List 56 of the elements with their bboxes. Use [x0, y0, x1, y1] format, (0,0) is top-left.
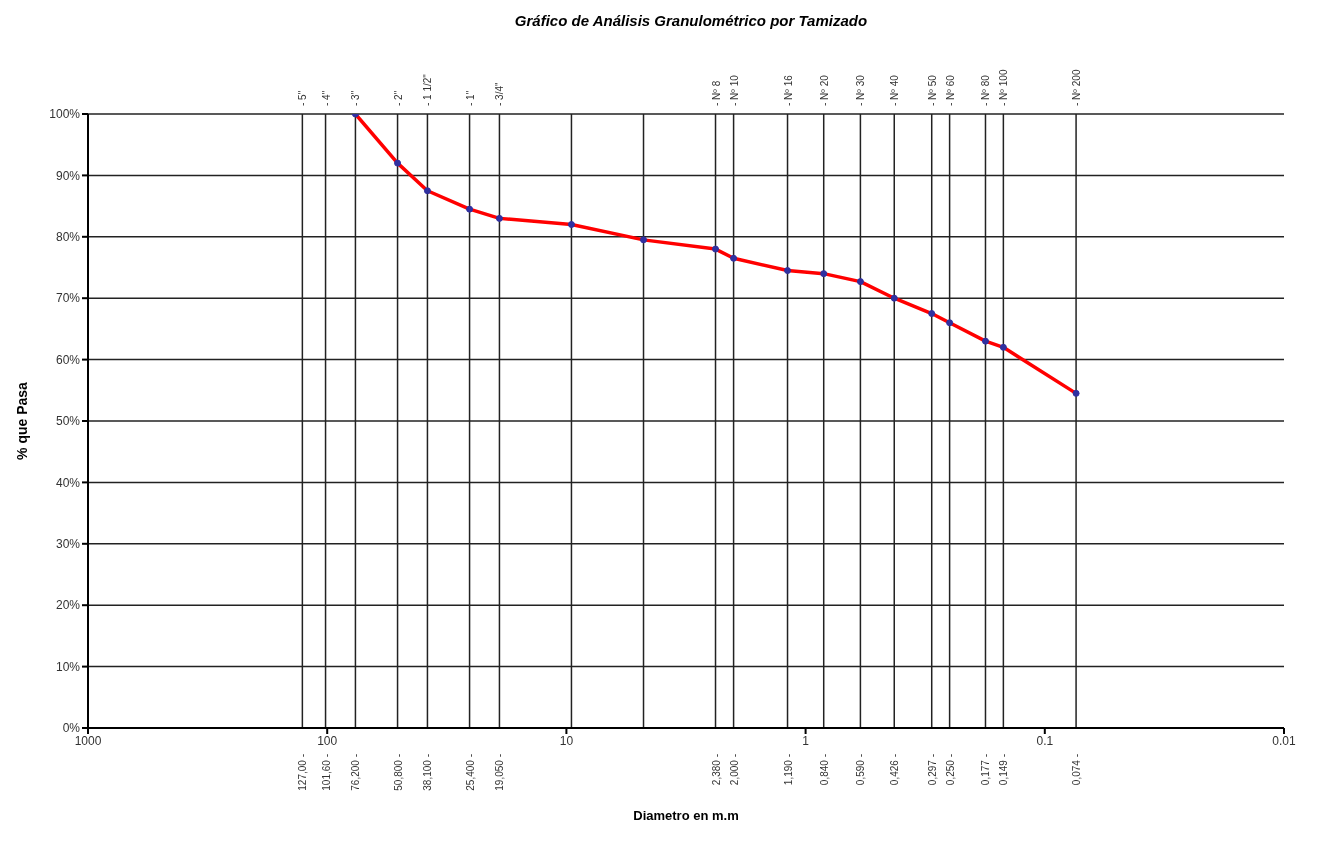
ref-line-label: 0,590 - [855, 754, 867, 786]
annotation: - Nº 40 [889, 74, 901, 106]
y-tick-label: 40% [55, 475, 81, 490]
annotation: - 1 1/2" [422, 73, 434, 106]
annotation: - Nº 30 [855, 74, 867, 106]
y-axis-title: % que Pasa [13, 381, 30, 460]
ref-line-label: 2,380 - [710, 754, 722, 786]
y-tick-label: 70% [55, 291, 81, 306]
annotation: - 2" [392, 90, 404, 106]
y-tick-label: 50% [55, 414, 81, 429]
ref-line-label: 1,190 - [782, 754, 794, 786]
annotation: - Nº 80 [980, 74, 992, 106]
annotation: - Nº 200 [1071, 69, 1083, 106]
y-tick-label: 30% [55, 537, 81, 552]
annotation: - 3/4" [494, 81, 506, 106]
ref-line-label: 101,60 - [320, 754, 332, 791]
annotation: - 3" [350, 90, 362, 106]
chart-title: Gráfico de Análisis Granulométrico por Tamizado [513, 11, 869, 31]
annotation: - Nº 100 [998, 69, 1010, 106]
annotation: - Nº 10 [728, 74, 740, 106]
y-tick-label: 20% [55, 598, 81, 613]
ref-line-label: 127,00 - [297, 754, 309, 791]
ref-line-label: 0,297 - [926, 754, 938, 786]
y-tick-label: 60% [55, 352, 81, 367]
ref-line-label: 0,426 - [889, 754, 901, 786]
x-tick-label: 0.01 [1272, 733, 1296, 748]
annotation: - Nº 8 [710, 80, 722, 106]
ref-line-label: 0,840 - [818, 754, 830, 786]
ref-line-label: 0,250 - [944, 754, 956, 786]
x-tick-label: 100 [317, 733, 338, 748]
x-axis-title: Diametro en m.m [633, 808, 739, 823]
y-tick-label: 0% [62, 721, 81, 736]
y-tick-label: 100% [49, 107, 81, 122]
annotation: - Nº 16 [782, 74, 794, 106]
ref-line-label: 19,050 - [494, 754, 506, 791]
x-tick-label: 1000 [74, 733, 102, 748]
ref-line-label: 0,177 - [980, 754, 992, 786]
annotation: - Nº 20 [818, 74, 830, 106]
annotation: - 1" [464, 90, 476, 106]
annotation: - Nº 50 [926, 74, 938, 106]
ref-line-label: 38,100 - [422, 754, 434, 791]
y-tick-label: 10% [55, 659, 81, 674]
ref-line-label: 25,400 - [464, 754, 476, 791]
annotation: - 5" [297, 90, 309, 106]
y-tick-label: 90% [55, 168, 81, 183]
ref-line-label: 0,149 - [998, 754, 1010, 786]
y-tick-label: 80% [55, 230, 81, 245]
x-tick-label: 0.1 [1036, 733, 1054, 748]
annotation: - 4" [320, 90, 332, 106]
ref-line-label: 76,200 - [350, 754, 362, 791]
ref-line-label: 2,000 - [728, 754, 740, 786]
ref-line-label: 0,074 - [1071, 754, 1083, 786]
annotation: - Nº 60 [944, 74, 956, 106]
x-tick-label: 1 [802, 733, 810, 748]
ref-line-label: 50,800 - [392, 754, 404, 791]
x-tick-label: 10 [559, 733, 574, 748]
